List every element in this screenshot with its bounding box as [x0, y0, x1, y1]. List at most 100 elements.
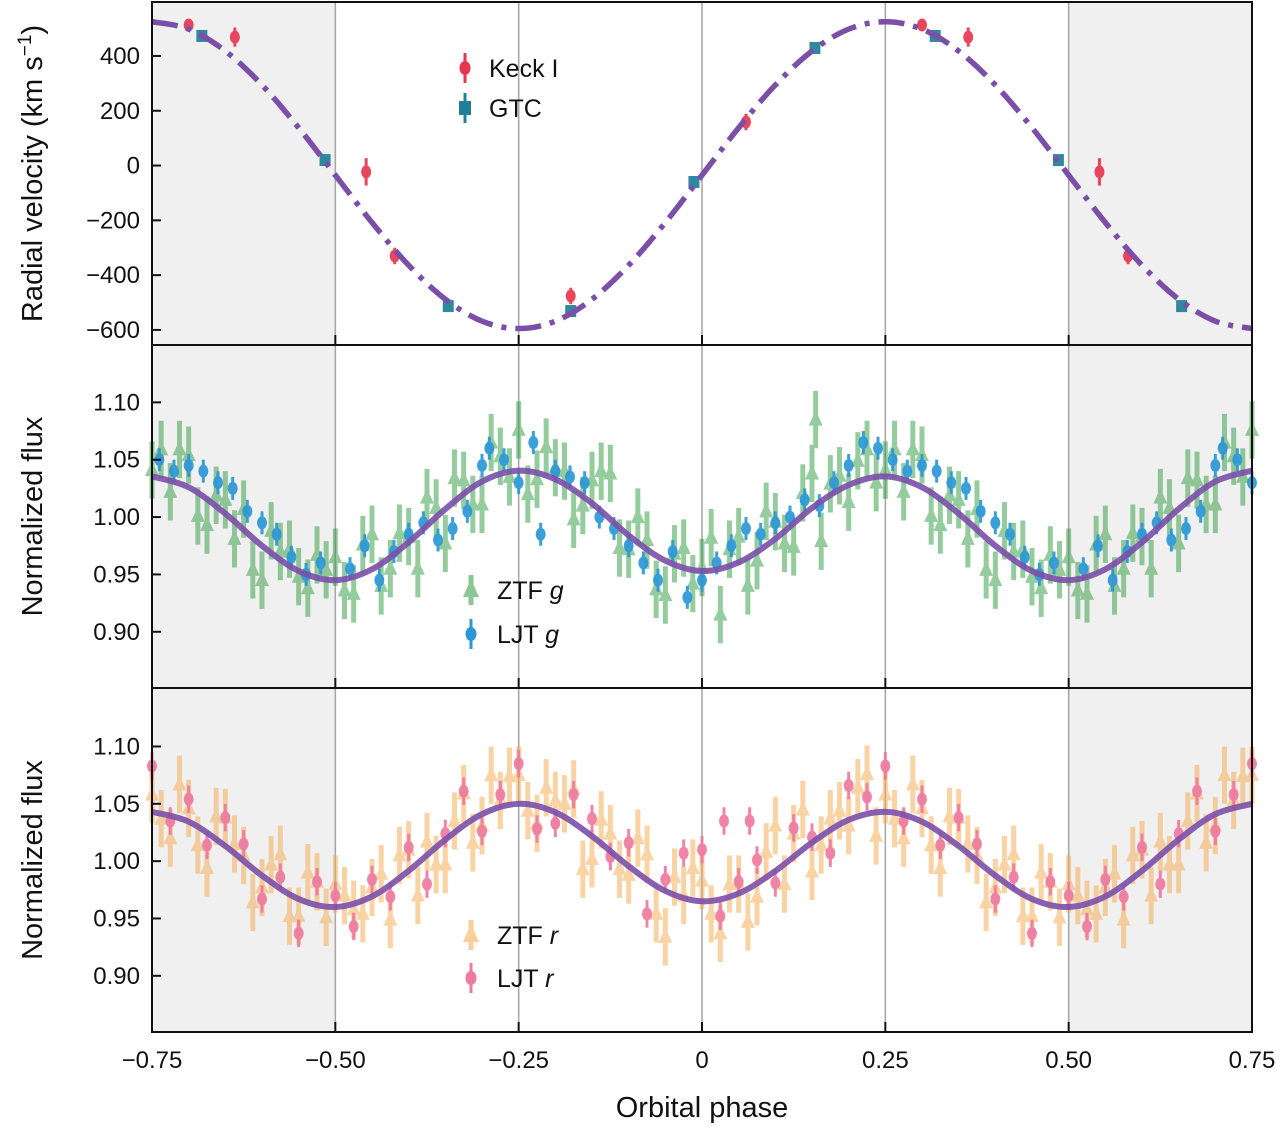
data-point	[264, 855, 279, 871]
data-point	[795, 800, 810, 816]
data-point	[594, 462, 609, 478]
data-point	[447, 522, 458, 536]
data-point	[198, 464, 209, 478]
data-point	[942, 486, 957, 502]
data-point	[917, 18, 927, 32]
data-point	[1100, 872, 1111, 886]
data-point	[585, 849, 599, 865]
data-point	[640, 845, 654, 861]
y-axis-label-superscript: −1	[15, 35, 36, 57]
model-curve	[151, 800, 1253, 911]
data-point	[315, 556, 326, 570]
data-point	[245, 893, 260, 909]
data-point	[788, 821, 799, 835]
data-point	[520, 801, 535, 817]
data-point	[660, 872, 671, 886]
data-point	[172, 440, 187, 456]
data-point	[1162, 855, 1177, 871]
data-point	[520, 485, 535, 501]
data-point	[1027, 926, 1037, 940]
data-point	[1116, 559, 1131, 575]
data-point	[878, 785, 893, 801]
data-point	[869, 473, 884, 489]
legend-label: ZTF g	[497, 577, 564, 605]
data-point	[172, 775, 187, 791]
data-point	[878, 461, 893, 477]
y-tick-label: 1.05	[93, 791, 140, 818]
data-point	[1008, 870, 1019, 884]
legend-item	[463, 575, 479, 605]
data-point	[484, 441, 495, 455]
x-tick-label: 0.50	[1045, 1047, 1092, 1074]
data-point	[535, 527, 546, 541]
data-point	[823, 809, 838, 825]
data-point	[1137, 840, 1147, 854]
data-point	[988, 571, 1003, 587]
data-point	[345, 562, 355, 576]
data-point	[319, 560, 334, 576]
panel-radial-velocity: 400 200 0 −200 −400 −600 Radial velocity (km s…	[15, 1, 1253, 346]
legend-item	[463, 920, 479, 950]
data-point	[640, 531, 654, 547]
data-point	[733, 875, 744, 889]
data-point	[1107, 573, 1118, 587]
data-point	[438, 855, 453, 871]
data-point	[933, 859, 948, 875]
data-point	[873, 441, 883, 455]
y-tick-label: 1.10	[93, 733, 140, 760]
data-point	[658, 927, 673, 943]
legend-label-text: Keck I	[489, 55, 558, 83]
data-point	[685, 574, 700, 590]
data-point	[770, 876, 781, 890]
data-point	[1019, 550, 1030, 564]
legend-marker-triangle	[463, 579, 479, 597]
y-axis-label-end: )	[17, 25, 49, 35]
data-point	[713, 924, 728, 940]
data-point	[200, 859, 214, 875]
legend-marker-triangle	[463, 924, 479, 942]
data-point	[862, 790, 872, 804]
legend-label: LJT r	[497, 965, 555, 993]
legend-marker-square	[459, 101, 471, 115]
legend-label: ZTF r	[497, 922, 560, 950]
data-point	[858, 436, 869, 450]
data-point	[1080, 900, 1094, 916]
data-point	[433, 533, 443, 547]
data-point	[768, 816, 783, 832]
data-point	[410, 559, 425, 575]
data-point	[255, 571, 269, 587]
data-point	[154, 809, 169, 825]
data-point	[530, 470, 544, 486]
data-point	[829, 476, 839, 490]
data-point	[841, 816, 856, 832]
data-point	[348, 920, 359, 934]
data-point	[942, 807, 957, 823]
data-point	[181, 446, 196, 462]
data-point	[653, 573, 663, 587]
x-tick-label: 0	[695, 1047, 708, 1074]
y-axis-label-text: Radial velocity (km s	[17, 56, 49, 322]
data-point	[227, 529, 242, 545]
data-point	[630, 508, 645, 524]
data-point	[355, 904, 370, 920]
data-point	[678, 846, 689, 860]
data-point	[319, 154, 331, 167]
data-point	[649, 580, 664, 596]
data-point	[438, 534, 453, 550]
y-tick-label: −600	[86, 317, 140, 344]
data-point	[759, 842, 774, 858]
data-point	[511, 420, 526, 436]
data-point	[462, 504, 473, 518]
y-tick-label: 200	[100, 98, 140, 125]
data-point	[532, 822, 542, 836]
data-point	[1217, 441, 1228, 455]
y-axis-label: Normalized flux	[17, 760, 49, 960]
data-point	[731, 527, 746, 543]
data-point	[594, 810, 609, 826]
data-point	[744, 814, 755, 828]
model-curve	[151, 18, 1253, 332]
data-point	[1025, 907, 1039, 923]
data-point	[808, 410, 823, 426]
